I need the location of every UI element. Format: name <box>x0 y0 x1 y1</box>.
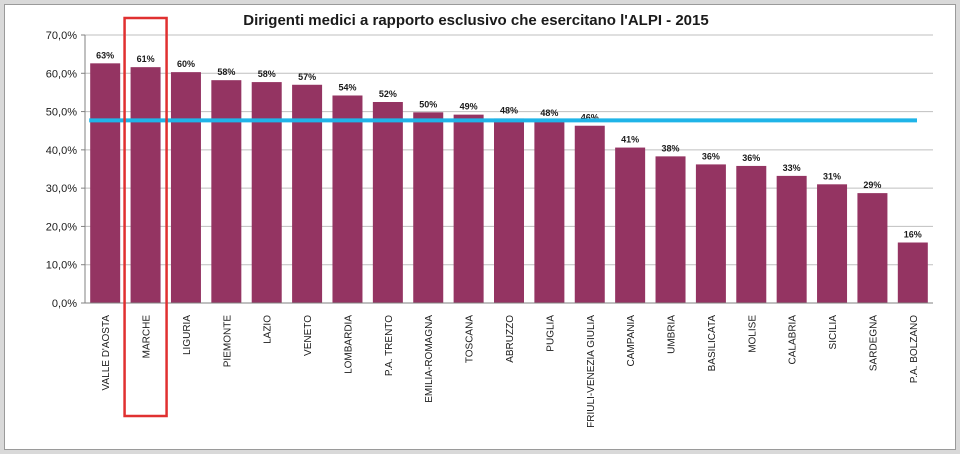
highlight-box <box>123 16 168 418</box>
x-tick-label: P.A. TRENTO <box>384 315 395 376</box>
x-tick-label: MOLISE <box>747 315 758 353</box>
bar <box>736 165 767 303</box>
data-label: 50% <box>419 99 437 109</box>
data-label: 60% <box>177 59 195 69</box>
bar <box>251 82 282 303</box>
data-label: 16% <box>904 230 922 240</box>
y-tick-label: 30,0% <box>46 183 77 195</box>
y-tick-label: 20,0% <box>46 221 77 233</box>
bar <box>332 95 363 304</box>
x-tick-label: P.A. BOLZANO <box>909 315 920 383</box>
data-label: 54% <box>338 82 356 92</box>
bar <box>372 102 403 303</box>
x-tick-label: UMBRIA <box>667 315 678 354</box>
bar <box>90 63 121 304</box>
data-label: 29% <box>863 180 881 190</box>
data-labels: 63% 61% 60% 58% 58% 57% 54% 52% 50% 49% 48% 48% 46% 4… <box>96 50 922 239</box>
x-tick-label: BASILICATA <box>707 315 718 372</box>
data-label: 58% <box>258 69 276 79</box>
data-label: 57% <box>298 72 316 82</box>
x-tick-label: CALABRIA <box>788 315 799 365</box>
y-tick-label: 0,0% <box>52 298 77 310</box>
chart-title: Dirigenti medici a rapporto esclusivo ch… <box>243 12 708 29</box>
data-label: 49% <box>460 102 478 112</box>
bar <box>534 120 565 303</box>
highlight-group <box>123 16 168 418</box>
data-label: 61% <box>137 54 155 64</box>
bar <box>574 125 605 303</box>
bar <box>897 242 928 303</box>
x-tick-label: LOMBARDIA <box>343 315 354 374</box>
data-label: 36% <box>702 151 720 161</box>
bar <box>413 112 444 303</box>
bar <box>170 72 201 303</box>
bar-chart: Dirigenti medici a rapporto esclusivo ch… <box>46 12 933 428</box>
bar <box>817 184 848 303</box>
bar <box>211 80 242 303</box>
data-label: 46% <box>581 113 599 123</box>
data-label: 48% <box>540 108 558 118</box>
x-tick-label: LIGURIA <box>182 315 193 355</box>
y-tick-label: 50,0% <box>46 107 77 119</box>
bars <box>90 63 928 304</box>
y-tick-label: 10,0% <box>46 260 77 272</box>
bar <box>615 147 646 303</box>
data-label: 33% <box>783 163 801 173</box>
x-tick-label: ABRUZZO <box>505 315 516 363</box>
bar <box>857 193 888 303</box>
data-label: 58% <box>217 67 235 77</box>
x-tick-label: PUGLIA <box>545 315 556 352</box>
bar <box>453 114 484 304</box>
bar <box>292 84 323 304</box>
y-tick-label: 60,0% <box>46 68 77 80</box>
x-tick-label: CAMPANIA <box>626 315 637 367</box>
data-label: 31% <box>823 171 841 181</box>
data-label: 38% <box>662 143 680 153</box>
x-tick-label: EMILIA-ROMAGNA <box>424 315 435 403</box>
bar <box>130 67 161 303</box>
x-tick-label: VALLE D'AOSTA <box>101 315 112 391</box>
bar <box>776 175 807 303</box>
x-tick-label: PIEMONTE <box>222 315 233 368</box>
bar <box>695 164 726 303</box>
x-tick-label: MARCHE <box>142 315 153 359</box>
x-tick-label: SARDEGNA <box>868 315 879 371</box>
data-label: 63% <box>96 50 114 60</box>
x-tick-label: VENETO <box>303 315 314 356</box>
axes: 0,0% 10,0% 20,0% 30,0% 40,0% 50,0% 60,0% 70,0% V… <box>46 30 933 428</box>
x-tick-label: TOSCANA <box>465 315 476 363</box>
data-label: 48% <box>500 105 518 115</box>
chart-frame: Dirigenti medici a rapporto esclusivo ch… <box>4 4 956 450</box>
bar <box>494 118 524 303</box>
data-label: 36% <box>742 153 760 163</box>
y-tick-label: 70,0% <box>46 30 77 42</box>
x-tick-label: FRIULI-VENEZIA GIULIA <box>586 315 597 428</box>
data-label: 41% <box>621 135 639 145</box>
y-tick-label: 40,0% <box>46 145 77 157</box>
bar <box>655 156 686 303</box>
x-tick-label: LAZIO <box>263 315 274 344</box>
data-label: 52% <box>379 89 397 99</box>
x-tick-label: SICILIA <box>828 315 839 350</box>
